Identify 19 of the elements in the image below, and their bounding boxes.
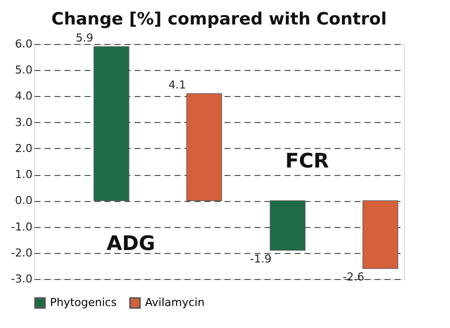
y-tick-label: 5.0 bbox=[15, 64, 32, 77]
legend-label: Avilamycin bbox=[145, 296, 205, 309]
data-label: -2.6 bbox=[342, 270, 364, 284]
x-tick-label: FCR bbox=[285, 148, 329, 172]
y-tick-label: -1.0 bbox=[11, 220, 32, 234]
y-tick-label: 0.0 bbox=[15, 194, 32, 208]
data-label: 4.1 bbox=[168, 78, 186, 92]
y-tick-label: -2.0 bbox=[11, 246, 32, 260]
y-tick-label: 2.0 bbox=[15, 142, 32, 155]
y-tick-label: -3.0 bbox=[11, 272, 32, 286]
y-tick-label: 4.0 bbox=[15, 90, 32, 103]
legend-label: Phytogenics bbox=[50, 296, 117, 309]
y-tick-label: 3.0 bbox=[15, 116, 32, 129]
chart-title: Change [%] compared with Control bbox=[51, 10, 387, 30]
data-label: -1.9 bbox=[250, 252, 272, 266]
y-tick-label: 6.0 bbox=[15, 38, 32, 50]
y-tick-label: 1.0 bbox=[15, 168, 32, 182]
x-tick-label: ADG bbox=[106, 230, 156, 255]
data-label: 5.9 bbox=[76, 32, 94, 45]
